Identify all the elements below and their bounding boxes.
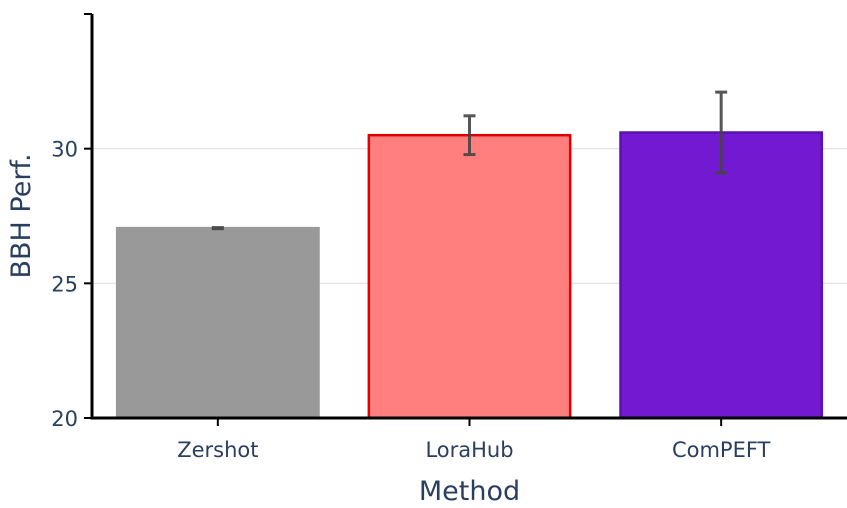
y-axis-title: BBH Perf. xyxy=(6,153,37,278)
x-tick-label-compeft: ComPEFT xyxy=(672,438,771,462)
error-bar-compeft xyxy=(715,90,728,175)
bars xyxy=(115,131,824,420)
x-ticks: Zershot LoraHub ComPEFT xyxy=(177,418,771,462)
bar-lorahub xyxy=(367,133,572,420)
y-tick-label: 20 xyxy=(51,407,78,431)
error-bar-lorahub xyxy=(463,114,476,157)
x-axis-title: Method xyxy=(419,476,520,507)
x-tick-label-zershot: Zershot xyxy=(177,438,258,462)
bar-compeft xyxy=(619,131,824,420)
bar-zershot xyxy=(115,226,320,420)
error-bars xyxy=(211,90,728,231)
y-tick-label: 25 xyxy=(51,272,78,296)
error-bar-zershot xyxy=(211,226,224,231)
x-tick-label-lorahub: LoraHub xyxy=(425,438,513,462)
y-ticks: 20 25 30 xyxy=(51,13,92,431)
y-tick-label: 30 xyxy=(51,138,78,162)
